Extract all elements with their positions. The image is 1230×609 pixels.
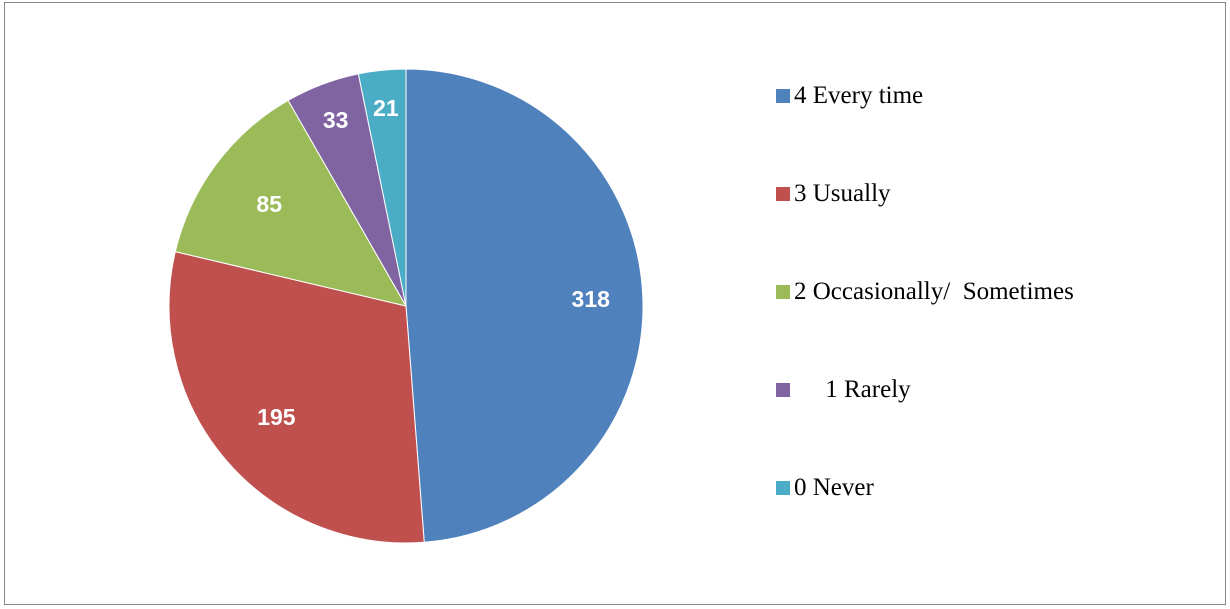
pie-slice-0 [405,68,644,543]
legend-label: 3 Usually [794,180,891,207]
legend-label: 4 Every time [794,82,924,109]
legend-item: 0 Never [776,472,1074,504]
data-label-1: 195 [257,404,296,430]
legend: 4 Every time 3 Usually 2 Occasionally/ Som… [776,80,1074,504]
legend-swatch [776,187,790,201]
data-label-0: 318 [572,286,611,312]
legend-item: 4 Every time [776,80,1074,112]
data-label-4: 21 [373,95,399,121]
data-label-3: 33 [323,107,349,133]
data-label-2: 85 [256,191,282,217]
legend-swatch [776,481,790,495]
pie-slice-2 [174,99,408,307]
legend-label: 1 Rarely [794,376,911,403]
legend-item: 2 Occasionally/ Sometimes [776,276,1074,308]
legend-label: 2 Occasionally/ Sometimes [794,278,1074,305]
pie-slice-4 [357,68,407,307]
legend-item: 3 Usually [776,178,1074,210]
legend-label: 0 Never [794,474,874,501]
legend-swatch [776,285,790,299]
legend-swatch [776,89,790,103]
legend-swatch [776,383,790,397]
legend-item: 1 Rarely [776,374,1074,406]
pie-slice-1 [168,251,425,544]
